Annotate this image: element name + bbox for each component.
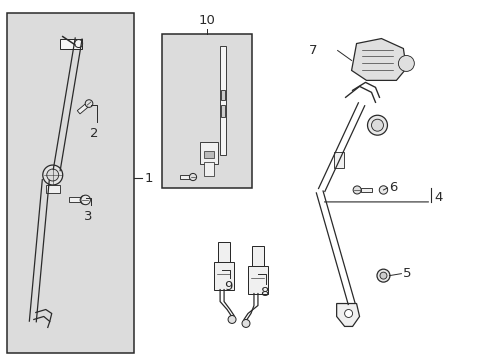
Text: 6: 6 — [390, 181, 398, 194]
Text: 3: 3 — [84, 210, 93, 223]
Bar — [214, 262, 234, 289]
Bar — [248, 266, 268, 293]
Bar — [60, 39, 82, 49]
Text: 5: 5 — [403, 267, 412, 280]
Circle shape — [190, 174, 196, 181]
Bar — [204, 162, 214, 176]
Circle shape — [47, 169, 59, 181]
Circle shape — [371, 119, 384, 131]
Polygon shape — [77, 104, 88, 114]
Bar — [220, 90, 224, 100]
Polygon shape — [352, 39, 406, 80]
Circle shape — [344, 310, 353, 318]
Circle shape — [377, 269, 390, 282]
Text: 10: 10 — [199, 14, 216, 27]
Text: 1: 1 — [145, 171, 153, 185]
Circle shape — [380, 272, 387, 279]
Polygon shape — [361, 188, 371, 192]
Circle shape — [242, 319, 250, 328]
Circle shape — [398, 55, 415, 71]
Circle shape — [74, 40, 83, 48]
Circle shape — [368, 115, 388, 135]
Polygon shape — [180, 175, 190, 179]
Bar — [334, 152, 343, 168]
Text: 4: 4 — [434, 192, 442, 204]
Bar — [220, 105, 224, 117]
Circle shape — [379, 186, 388, 194]
Polygon shape — [69, 197, 81, 202]
Text: 9: 9 — [224, 280, 232, 293]
Bar — [204, 151, 214, 158]
Circle shape — [353, 186, 361, 194]
Bar — [162, 33, 252, 188]
Bar — [220, 45, 225, 155]
Text: 8: 8 — [260, 285, 268, 298]
Circle shape — [228, 315, 236, 323]
Bar — [218, 242, 230, 262]
Circle shape — [85, 100, 93, 107]
Bar — [46, 185, 60, 193]
Text: 7: 7 — [309, 44, 318, 57]
Circle shape — [81, 195, 90, 205]
Circle shape — [43, 165, 63, 185]
Polygon shape — [337, 303, 360, 327]
Circle shape — [80, 195, 89, 204]
Bar — [252, 246, 264, 266]
Bar — [200, 142, 218, 164]
Bar — [7, 13, 134, 353]
Text: 2: 2 — [90, 127, 99, 140]
